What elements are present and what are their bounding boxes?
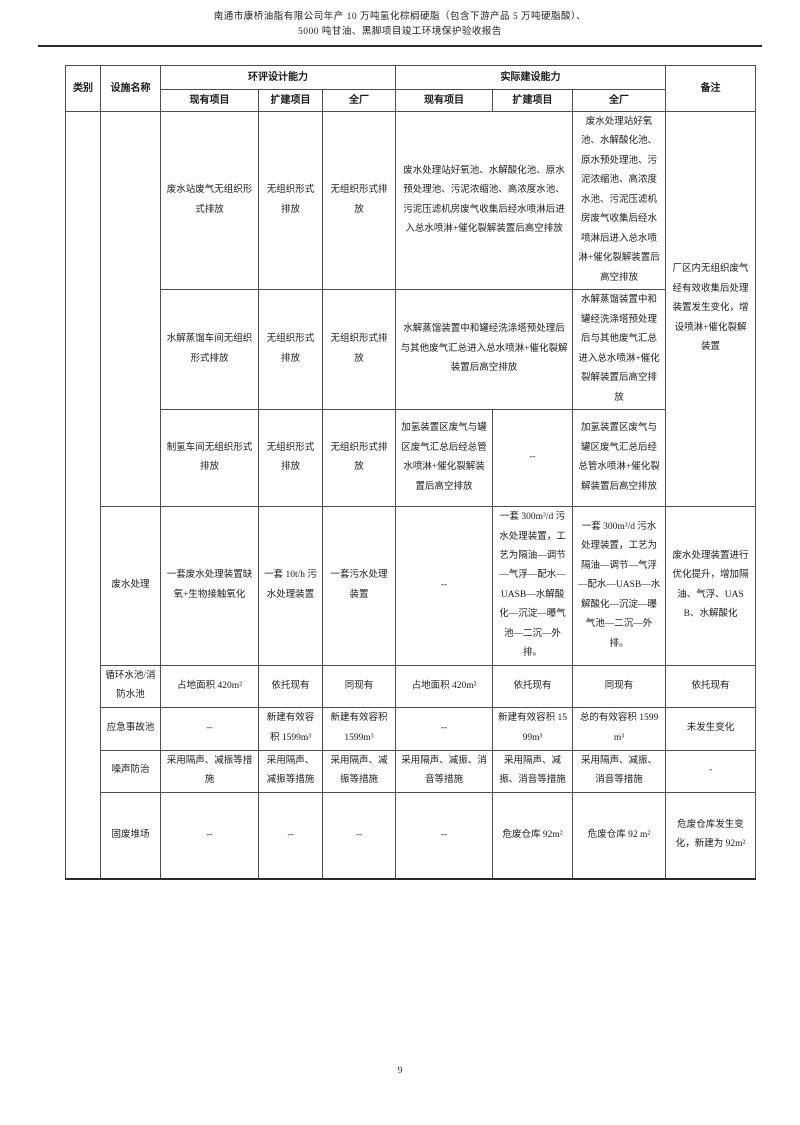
actual-existing-cell: 采用隔声、减振、消音等措施 <box>395 749 494 793</box>
eia-existing-cell: 制氢车间无组织形式排放 <box>160 409 259 508</box>
actual-whole-cell: 加氢装置区废气与罐区废气汇总后经总管水喷淋+催化裂解装置后高空排放 <box>572 409 667 508</box>
header-eia-whole: 全厂 <box>321 89 397 112</box>
eia-whole-cell: 无组织形式排放 <box>321 409 397 508</box>
table-row: 噪声防治 采用隔声、减振等措施 采用隔声、减振等措施 采用隔声、减振等措施 采用… <box>66 749 757 793</box>
actual-existing-cell: 占地面积 420m² <box>395 664 494 708</box>
eia-existing-cell: 采用隔声、减振等措施 <box>160 749 259 793</box>
table-header-row: 类别 设施名称 环评设计能力 实际建设能力 备注 <box>65 65 757 112</box>
actual-expand-cell: 危废仓库 92m² <box>492 791 574 880</box>
facility-name-cell: 应急事故池 <box>100 706 161 751</box>
remark-cell: 危废仓库发生变化，新建为 92m² <box>665 791 757 880</box>
eia-existing-cell: 占地面积 420m² <box>160 664 259 708</box>
table-row: 应急事故池 -- 新建有效容积 1599m³ 新建有效容积 1599m³ -- … <box>66 706 757 751</box>
eia-expand-cell: 无组织形式排放 <box>258 289 323 411</box>
eia-whole-cell: -- <box>321 791 397 880</box>
header-eia-group: 环评设计能力 <box>159 65 397 90</box>
header-actual-whole: 全厂 <box>572 89 667 112</box>
facility-name-cell: 循环水池/消防水池 <box>100 664 161 708</box>
eia-expand-cell: 新建有效容积 1599m³ <box>258 706 323 751</box>
eia-expand-cell: 无组织形式排放 <box>258 409 323 508</box>
remark-cell: 废水处理装置进行优化提升，增加隔油、气浮、UASB、水解酸化 <box>665 506 757 666</box>
actual-existing-cell: 加氢装置区废气与罐区废气汇总后经总管水喷淋+催化裂解装置后高空排放 <box>395 409 494 508</box>
actual-expand-cell: 新建有效容积 1599m³ <box>492 706 574 751</box>
eia-expand-cell: -- <box>258 791 323 880</box>
comparison-table-container: 类别 设施名称 环评设计能力 实际建设能力 备注 现有项目 扩建项目 全厂 现有… <box>65 65 757 881</box>
actual-merged-cell: 水解蒸馏装置中和罐经洗涤塔预处理后与其他废气汇总进入总水喷淋+催化裂解装置后高空… <box>395 289 574 411</box>
document-header-line1: 南通市康桥油脂有限公司年产 10 万吨氢化棕榈硬脂（包含下游产品 5 万吨硬脂酸… <box>213 12 587 22</box>
comparison-table: 类别 设施名称 环评设计能力 实际建设能力 备注 现有项目 扩建项目 全厂 现有… <box>65 65 757 881</box>
remark-cell: 依托现有 <box>665 664 757 708</box>
eia-existing-cell: -- <box>160 706 259 751</box>
category-cell <box>65 111 101 880</box>
actual-whole-cell: 危废仓库 92 m² <box>572 791 667 880</box>
eia-whole-cell: 新建有效容积 1599m³ <box>321 706 397 751</box>
actual-expand-cell: 采用隔声、减振、消音等措施 <box>492 749 574 793</box>
actual-merged-cell: 废水处理站好氧池、水解酸化池、原水预处理池、污泥浓缩池、高浓度水池、污泥压滤机房… <box>395 110 574 291</box>
actual-existing-cell: -- <box>395 791 494 880</box>
table-row: 循环水池/消防水池 占地面积 420m² 依托现有 同现有 占地面积 420m²… <box>66 664 757 708</box>
eia-whole-cell: 同现有 <box>321 664 397 708</box>
header-actual-group: 实际建设能力 <box>395 65 667 90</box>
facility-name-cell <box>100 110 161 508</box>
actual-existing-cell: -- <box>395 706 494 751</box>
actual-whole-cell: 水解蒸馏装置中和罐经洗涤塔预处理后与其他废气汇总进入总水喷淋+催化裂解装置后高空… <box>572 289 667 411</box>
actual-whole-cell: 采用隔声、减振、消音等措施 <box>572 749 667 793</box>
eia-whole-cell: 无组织形式排放 <box>321 289 397 411</box>
header-actual-expand: 扩建项目 <box>492 89 574 112</box>
eia-whole-cell: 一套污水处理装置 <box>321 506 397 666</box>
table-row: 水解蒸馏车间无组织形式排放 无组织形式排放 无组织形式排放 水解蒸馏装置中和罐经… <box>66 289 756 411</box>
actual-whole-cell: 同现有 <box>572 664 667 708</box>
facility-name-cell: 固废堆场 <box>100 791 161 880</box>
actual-whole-cell: 总的有效容积 1599 m³ <box>572 706 667 751</box>
table-row: 废水处理 一套废水处理装置缺氧+生物接触氧化 一套 10t/h 污水处理装置 一… <box>66 506 757 666</box>
eia-expand-cell: 依托现有 <box>258 664 323 708</box>
actual-expand-cell: 一套 300m³/d 污水处理装置，工艺为隔油—调节—气浮—配水—UASB—水解… <box>492 506 574 666</box>
header-facility: 设施名称 <box>100 65 161 112</box>
eia-whole-cell: 采用隔声、减振等措施 <box>321 749 397 793</box>
eia-existing-cell: -- <box>160 791 259 880</box>
remark-cell: 未发生变化 <box>665 706 757 751</box>
table-row: 固废堆场 -- -- -- -- 危废仓库 92m² 危废仓库 92 m² 危废… <box>66 791 757 880</box>
actual-whole-cell: 一套 300m³/d 污水处理装置，工艺为隔油—调节—气浮—配水—UASB—水解… <box>572 506 667 666</box>
table-subheader-row: 现有项目 扩建项目 全厂 现有项目 扩建项目 全厂 <box>66 89 756 112</box>
actual-expand-cell: -- <box>492 409 574 508</box>
facility-name-cell: 噪声防治 <box>100 749 161 793</box>
header-eia-existing: 现有项目 <box>160 89 259 112</box>
eia-expand-cell: 采用隔声、减振等措施 <box>258 749 323 793</box>
eia-existing-cell: 水解蒸馏车间无组织形式排放 <box>160 289 259 411</box>
eia-expand-cell: 一套 10t/h 污水处理装置 <box>258 506 323 666</box>
actual-existing-cell: -- <box>395 506 494 666</box>
eia-existing-cell: 废水站废气无组织形式排放 <box>160 110 259 291</box>
document-header-line2: 5000 吨甘油、黑脚项目竣工环境保护验收报告 <box>298 27 502 37</box>
page-number: 9 <box>397 1066 403 1076</box>
remark-cell: 厂区内无组织废气经有效收集后处理装置发生变化，增设喷淋+催化裂解装置 <box>665 110 757 508</box>
header-actual-existing: 现有项目 <box>395 89 494 112</box>
remark-cell: - <box>665 749 757 793</box>
eia-existing-cell: 一套废水处理装置缺氧+生物接触氧化 <box>160 506 259 666</box>
table-row: 制氢车间无组织形式排放 无组织形式排放 无组织形式排放 加氢装置区废气与罐区废气… <box>66 409 756 508</box>
header-category: 类别 <box>65 65 101 112</box>
header-divider <box>38 45 762 47</box>
eia-expand-cell: 无组织形式排放 <box>258 110 323 291</box>
table-row: 废水站废气无组织形式排放 无组织形式排放 无组织形式排放 废水处理站好氧池、水解… <box>65 110 757 880</box>
document-header: 南通市康桥油脂有限公司年产 10 万吨氢化棕榈硬脂（包含下游产品 5 万吨硬脂酸… <box>40 10 760 40</box>
actual-whole-cell: 废水处理站好氧池、水解酸化池、原水预处理池、污泥浓缩池、高浓度水池、污泥压滤机房… <box>572 110 667 291</box>
header-remark: 备注 <box>665 65 757 112</box>
actual-expand-cell: 依托现有 <box>492 664 574 708</box>
eia-whole-cell: 无组织形式排放 <box>321 110 397 291</box>
header-eia-expand: 扩建项目 <box>258 89 323 112</box>
facility-name-cell: 废水处理 <box>100 506 161 666</box>
